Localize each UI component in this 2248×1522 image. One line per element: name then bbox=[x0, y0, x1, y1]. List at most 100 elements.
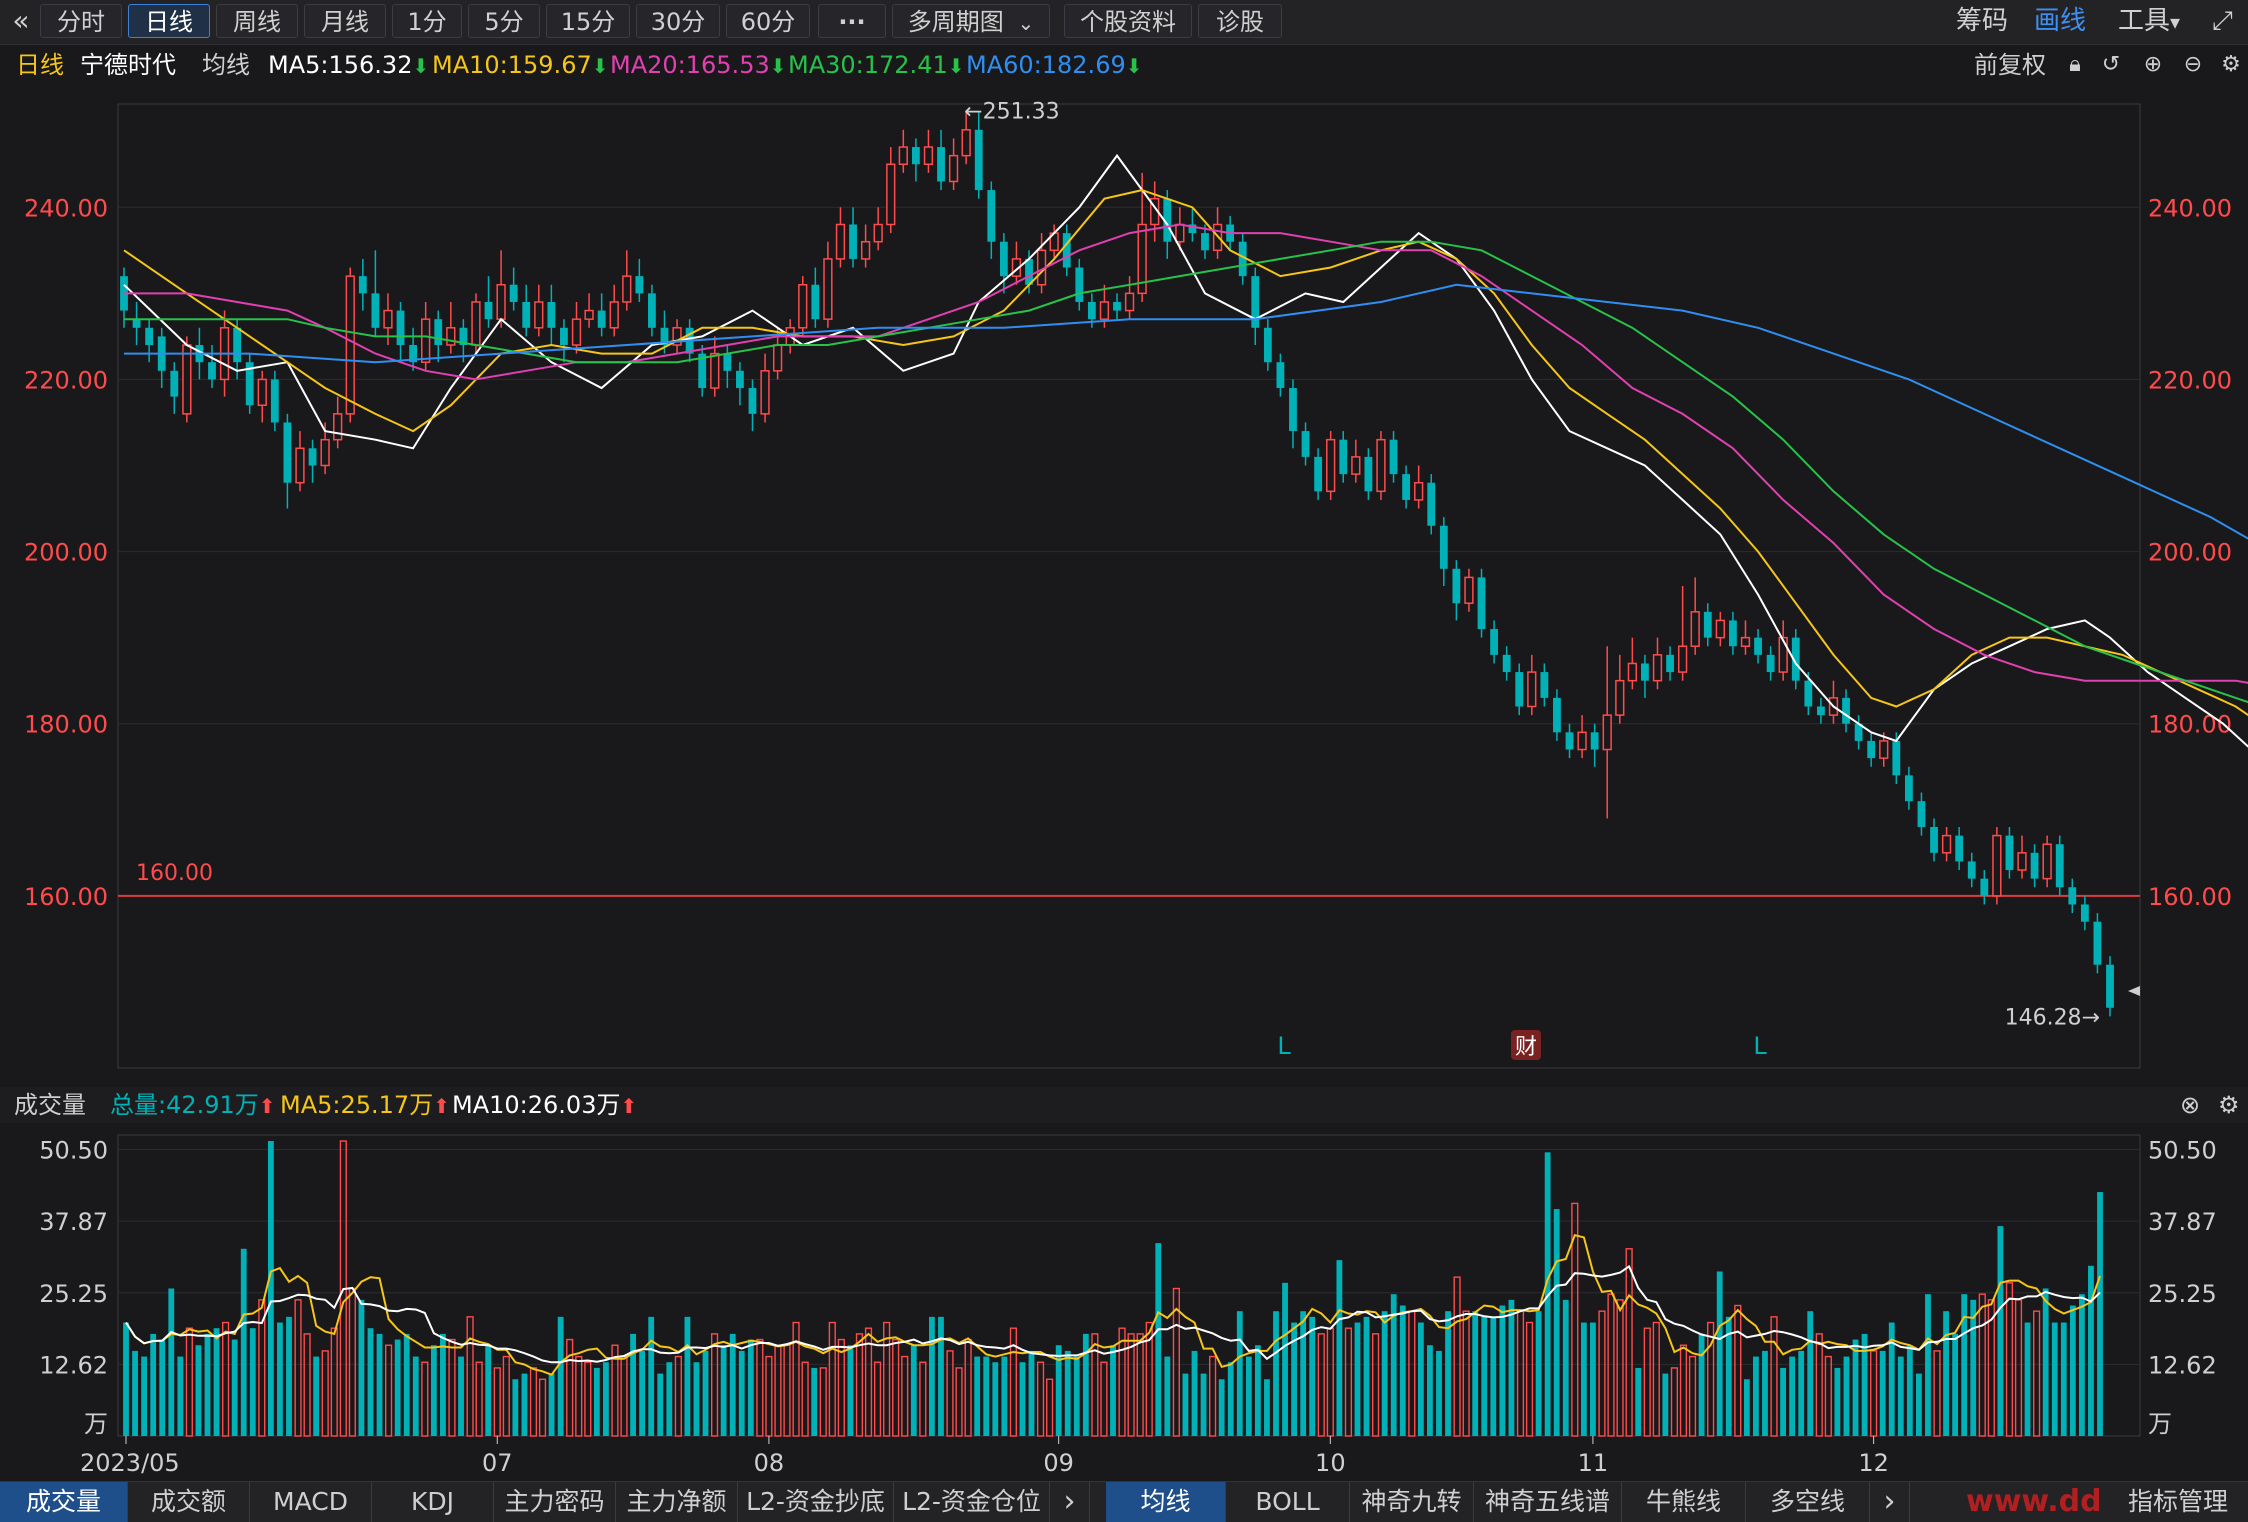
price-chart[interactable]: 240.00 240.00 220.00 220.00 200.00 200.00 180.… bbox=[0, 86, 2248, 1086]
tab-1min[interactable]: 1分 bbox=[392, 4, 462, 38]
volume-bar bbox=[1218, 1379, 1225, 1436]
draw-button[interactable]: 画线 bbox=[2034, 6, 2087, 36]
candle-body bbox=[1740, 636, 1751, 648]
tab-boll[interactable]: BOLL bbox=[1226, 1482, 1350, 1522]
volume-bar bbox=[1390, 1294, 1397, 1436]
volume-bar bbox=[1562, 1299, 1569, 1436]
volume-bar bbox=[1843, 1356, 1850, 1436]
tab-turnover[interactable]: 成交额 bbox=[128, 1482, 250, 1522]
volume-bar bbox=[1516, 1310, 1525, 1437]
zoom-in-icon[interactable]: ⊕ bbox=[2143, 52, 2163, 77]
tab-ma[interactable]: 均线 bbox=[1106, 1482, 1226, 1522]
adjust-dropdown[interactable]: 前复权 bbox=[1974, 51, 2046, 79]
volume-bar bbox=[575, 1355, 583, 1437]
chips-button[interactable]: 筹码 bbox=[1956, 6, 2009, 36]
candle-body bbox=[509, 284, 518, 302]
chevron-right-icon[interactable]: › bbox=[1870, 1482, 1910, 1522]
tab-long-short[interactable]: 多空线 bbox=[1746, 1482, 1870, 1522]
more-button[interactable]: ··· bbox=[818, 4, 886, 38]
volume-bar bbox=[983, 1356, 990, 1436]
settings-icon[interactable]: ⚙ bbox=[2218, 1091, 2240, 1119]
volume-bar bbox=[1046, 1378, 1054, 1437]
up-arrow-icon: ⬆ bbox=[620, 1094, 638, 1118]
volume-label[interactable]: 成交量 bbox=[14, 1091, 86, 1119]
tab-bull-bear[interactable]: 牛熊线 bbox=[1622, 1482, 1746, 1522]
candle-body bbox=[484, 301, 493, 320]
volume-bar bbox=[1571, 1202, 1579, 1437]
volume-y-tick-right: 12.62 bbox=[2148, 1351, 2217, 1379]
candle-body bbox=[1075, 267, 1084, 302]
volume-bar bbox=[512, 1379, 519, 1436]
ma-label[interactable]: 均线 bbox=[202, 51, 250, 79]
volume-bar bbox=[1933, 1350, 1941, 1437]
tools-button[interactable]: 工具▾ bbox=[2118, 4, 2180, 38]
stock-name[interactable]: 宁德时代 bbox=[80, 51, 176, 79]
tab-main-net[interactable]: 主力净额 bbox=[616, 1482, 738, 1522]
volume-bar bbox=[603, 1362, 609, 1436]
tab-l2-position[interactable]: L2-资金仓位 bbox=[894, 1482, 1050, 1522]
tab-magic-nine[interactable]: 神奇九转 bbox=[1350, 1482, 1474, 1522]
double-chevron-left-icon[interactable]: « bbox=[12, 4, 30, 37]
candle-body bbox=[295, 447, 305, 484]
candle-body bbox=[1729, 620, 1737, 647]
volume-chart[interactable]: 50.50 50.50 37.87 37.87 25.25 25.25 12.62 12.62… bbox=[0, 1123, 2248, 1481]
indicator-manage-button[interactable]: 指标管理 bbox=[2127, 1487, 2228, 1516]
candle-body bbox=[1188, 224, 1197, 234]
volume-bar bbox=[2014, 1299, 2023, 1437]
tab-60min[interactable]: 60分 bbox=[726, 4, 810, 38]
tab-weekly[interactable]: 周线 bbox=[216, 4, 298, 38]
diagnose-button[interactable]: 诊股 bbox=[1198, 4, 1282, 38]
candle-body bbox=[672, 327, 682, 346]
volume-bar bbox=[1590, 1322, 1596, 1436]
tab-intraday[interactable]: 分时 bbox=[40, 4, 122, 38]
lock-icon[interactable]: 🔒︎ bbox=[2069, 52, 2081, 77]
expand-icon[interactable]: ⤢ bbox=[2212, 6, 2233, 36]
volume-bar bbox=[430, 1345, 437, 1436]
tab-5min[interactable]: 5分 bbox=[468, 4, 540, 38]
tab-l2-bottom[interactable]: L2-资金抄底 bbox=[738, 1482, 894, 1522]
tab-main-code[interactable]: 主力密码 bbox=[494, 1482, 616, 1522]
tab-monthly[interactable]: 月线 bbox=[304, 4, 386, 38]
candle-body bbox=[345, 275, 355, 415]
candle-body bbox=[2017, 852, 2027, 871]
volume-bar bbox=[611, 1344, 619, 1437]
volume-bar bbox=[204, 1333, 211, 1436]
volume-bar bbox=[384, 1344, 393, 1437]
candle-body bbox=[233, 327, 242, 363]
multi-period-dropdown[interactable]: 多周期图 ⌄ bbox=[892, 4, 1050, 38]
volume-bar bbox=[367, 1328, 374, 1436]
candle-body bbox=[1703, 611, 1712, 638]
volume-bar bbox=[1155, 1243, 1162, 1436]
volume-bar bbox=[974, 1356, 981, 1436]
tab-volume[interactable]: 成交量 bbox=[0, 1482, 128, 1522]
volume-bar bbox=[1427, 1345, 1433, 1436]
volume-bar bbox=[1036, 1361, 1045, 1437]
zoom-out-icon[interactable]: ⊖ bbox=[2183, 52, 2203, 77]
tab-magic-five[interactable]: 神奇五线谱 bbox=[1474, 1482, 1622, 1522]
volume-bar bbox=[883, 1321, 891, 1437]
volume-bar bbox=[1789, 1356, 1796, 1436]
stock-info-button[interactable]: 个股资料 bbox=[1064, 4, 1192, 38]
volume-bar bbox=[1925, 1294, 1931, 1436]
tab-daily[interactable]: 日线 bbox=[128, 4, 210, 38]
y-tick-left: 200.00 bbox=[24, 539, 108, 567]
volume-bar bbox=[1136, 1333, 1144, 1437]
volume-bar bbox=[123, 1322, 129, 1436]
tab-30min[interactable]: 30分 bbox=[636, 4, 720, 38]
tab-15min[interactable]: 15分 bbox=[546, 4, 630, 38]
volume-y-tick-right: 37.87 bbox=[2148, 1208, 2217, 1236]
volume-bar bbox=[1326, 1327, 1334, 1437]
volume-bar bbox=[1888, 1322, 1895, 1436]
undo-icon[interactable]: ↺ bbox=[2101, 52, 2121, 77]
candle-body bbox=[1062, 233, 1071, 268]
settings-icon[interactable]: ⚙ bbox=[2221, 52, 2241, 77]
tab-kdj[interactable]: KDJ bbox=[372, 1482, 494, 1522]
volume-total-text: 总量:42.91万 bbox=[110, 1091, 259, 1119]
tab-macd[interactable]: MACD bbox=[250, 1482, 372, 1522]
chevron-right-icon[interactable]: › bbox=[1050, 1482, 1090, 1522]
close-icon[interactable]: ⊗ bbox=[2180, 1091, 2201, 1119]
candle-body bbox=[1930, 827, 1938, 853]
candle-body bbox=[2030, 852, 2039, 879]
volume-bar bbox=[412, 1356, 419, 1436]
volume-bar bbox=[286, 1316, 292, 1436]
